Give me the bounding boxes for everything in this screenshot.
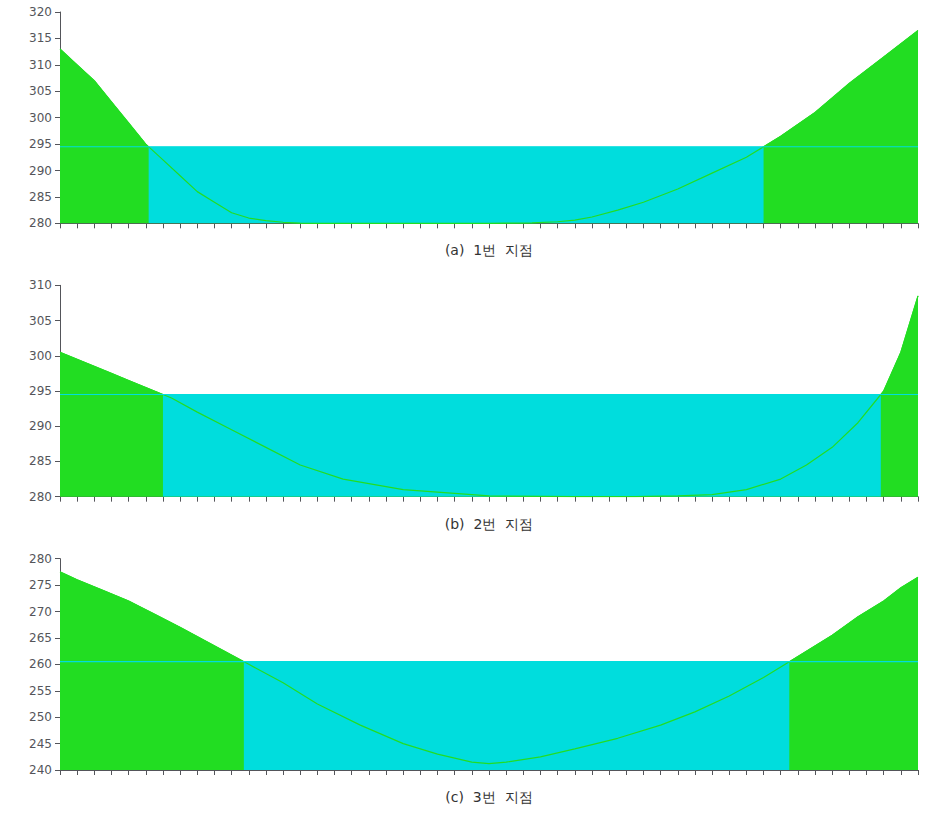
svg-text:270: 270 — [29, 605, 52, 619]
svg-text:290: 290 — [29, 164, 52, 178]
svg-text:285: 285 — [29, 190, 52, 204]
svg-text:290: 290 — [29, 419, 52, 433]
svg-text:300: 300 — [29, 111, 52, 125]
svg-text:280: 280 — [29, 552, 52, 566]
svg-text:315: 315 — [29, 31, 52, 45]
svg-text:285: 285 — [29, 454, 52, 468]
svg-text:305: 305 — [29, 314, 52, 328]
svg-text:(c) 3번 지점: (c) 3번 지점 — [445, 789, 532, 805]
svg-text:(a) 1번 지점: (a) 1번 지점 — [445, 242, 533, 258]
svg-text:300: 300 — [29, 349, 52, 363]
svg-text:255: 255 — [29, 684, 52, 698]
svg-text:250: 250 — [29, 710, 52, 724]
svg-text:320: 320 — [29, 5, 52, 19]
svg-text:245: 245 — [29, 737, 52, 751]
svg-text:310: 310 — [29, 58, 52, 72]
svg-text:280: 280 — [29, 490, 52, 504]
svg-text:280: 280 — [29, 216, 52, 230]
svg-text:295: 295 — [29, 137, 52, 151]
svg-text:295: 295 — [29, 384, 52, 398]
svg-text:240: 240 — [29, 763, 52, 777]
svg-text:265: 265 — [29, 631, 52, 645]
svg-text:310: 310 — [29, 278, 52, 292]
svg-text:(b) 2번 지점: (b) 2번 지점 — [445, 516, 534, 532]
svg-text:305: 305 — [29, 84, 52, 98]
svg-text:260: 260 — [29, 657, 52, 671]
svg-text:275: 275 — [29, 578, 52, 592]
